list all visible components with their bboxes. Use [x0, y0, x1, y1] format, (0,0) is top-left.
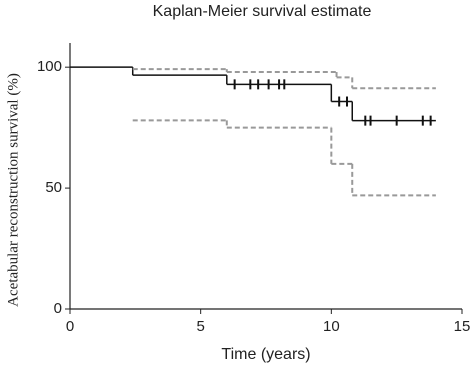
x-tick-label: 0	[66, 318, 74, 335]
x-tick-label: 5	[196, 318, 204, 335]
x-axis-label: Time (years)	[221, 346, 310, 363]
x-tick-label: 15	[454, 318, 471, 335]
y-tick-label: 100	[37, 58, 62, 75]
chart-title: Kaplan-Meier survival estimate	[153, 3, 372, 20]
y-tick-label: 50	[45, 179, 62, 196]
y-tick-label: 0	[54, 300, 62, 317]
y-axis-label: Acetabular reconstruction survival (%)	[5, 73, 21, 307]
x-tick-label: 10	[323, 318, 340, 335]
